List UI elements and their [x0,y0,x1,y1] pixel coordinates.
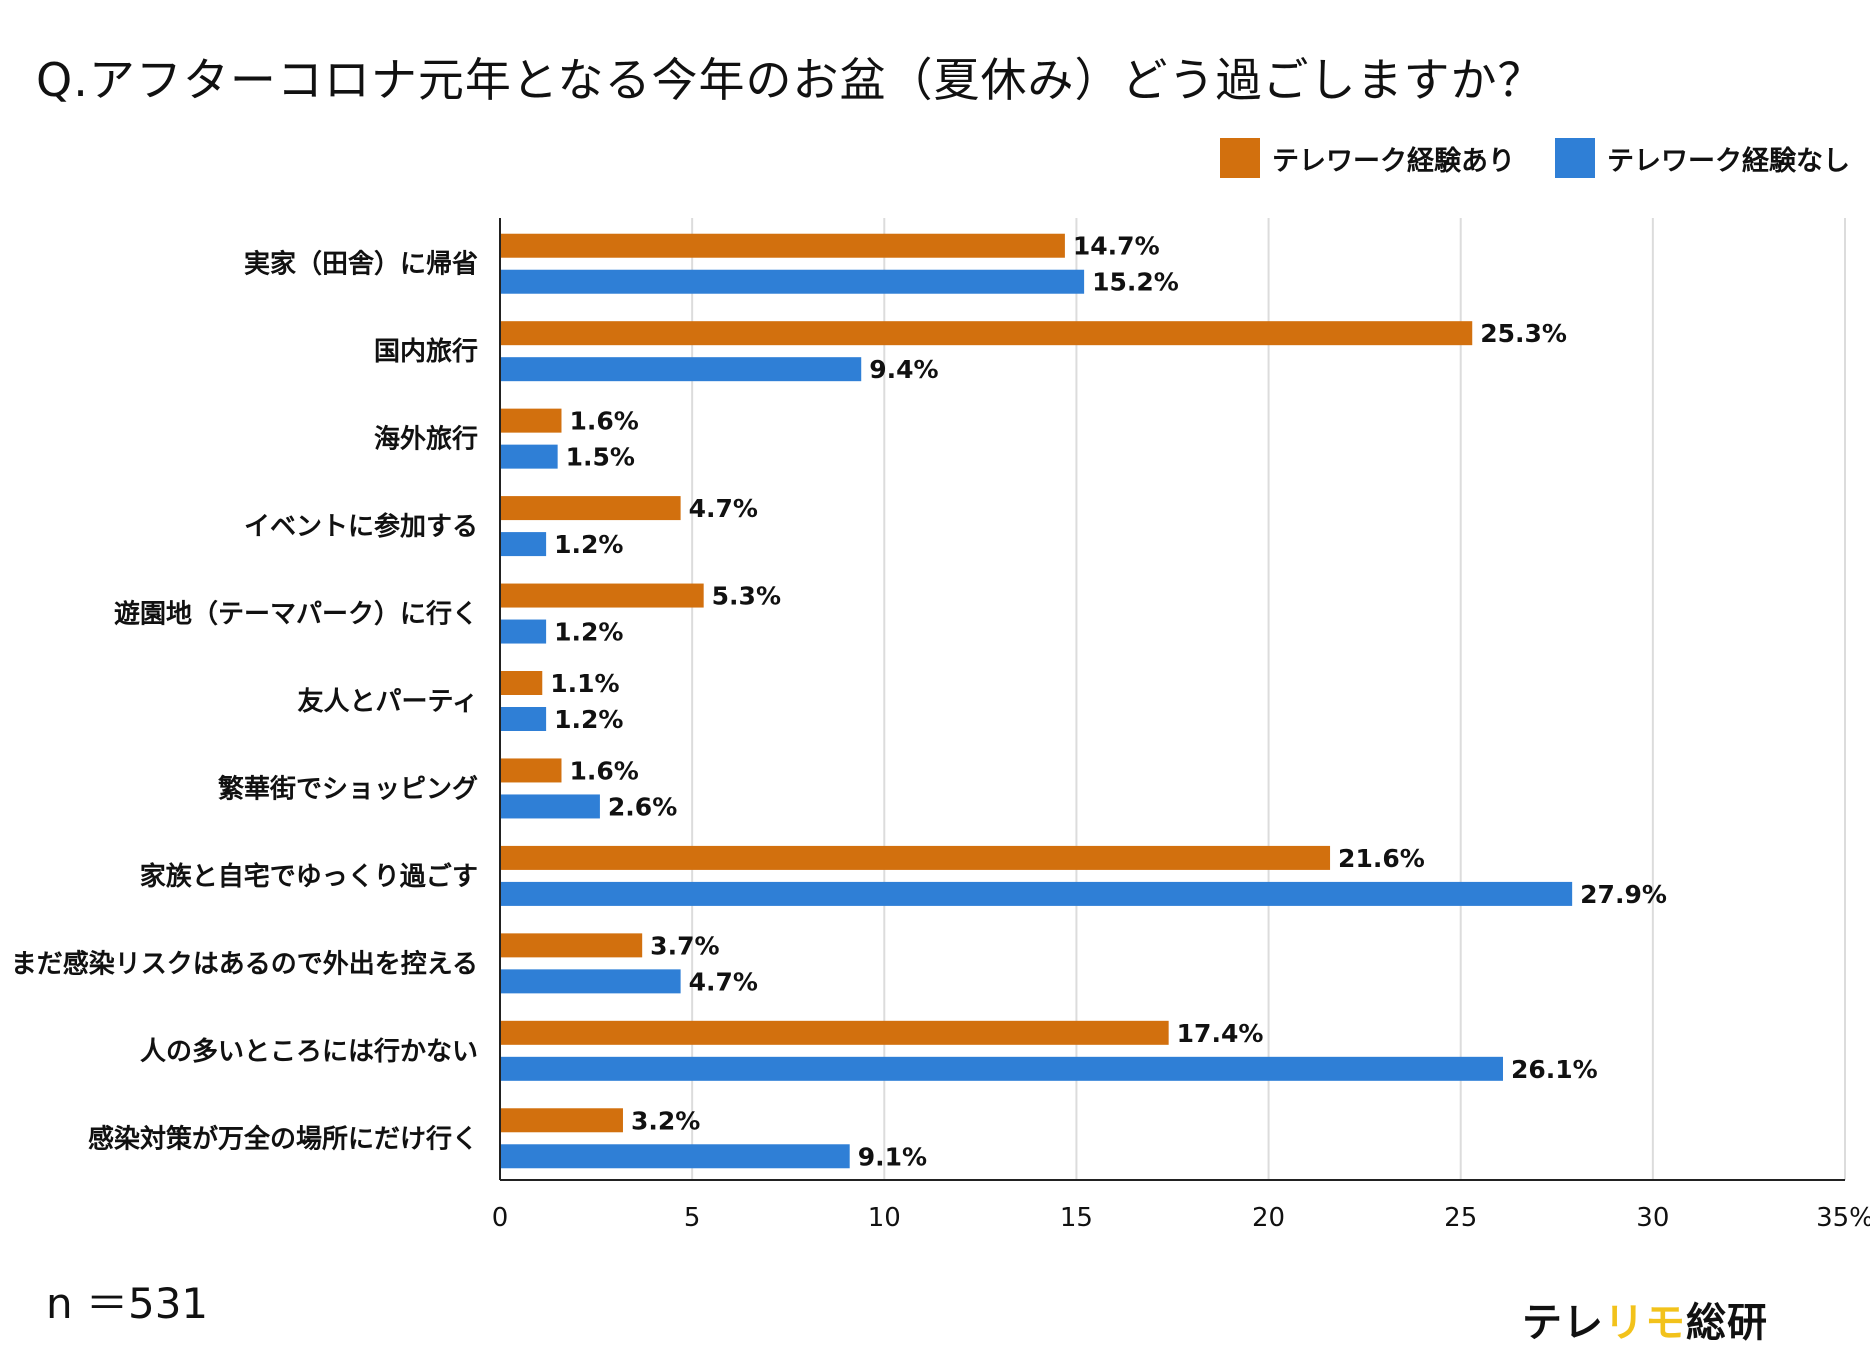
data-label: 4.7% [689,494,758,523]
data-label: 15.2% [1092,268,1179,297]
bar-without-telework [501,881,1573,906]
category-label: 感染対策が万全の場所にだけ行く [88,1123,478,1154]
sample-size: n ＝531 [46,1279,209,1328]
x-tick-label: 0 [492,1203,509,1233]
category-label: まだ感染リスクはあるので外出を控える [11,949,478,979]
x-tick-label: 20 [1252,1203,1285,1233]
category-label: 実家（田舎）に帰省 [244,249,478,280]
chart-legend: テレワーク経験あり テレワーク経験なし [1220,138,1850,178]
bars [501,233,1573,1169]
bar-with-telework [501,933,643,958]
x-tick-label: 35% [1816,1203,1870,1233]
category-label: 海外旅行 [374,424,478,455]
bar-chart: 実家（田舎）に帰省 14.7% 15.2% 国内旅行 25.3% 9.4% 海外旅行 1.6%… [11,218,1870,1233]
data-label: 14.7% [1073,232,1160,261]
x-tick-label: 30 [1636,1203,1669,1233]
data-label: 1.6% [569,756,638,785]
bar-without-telework [501,619,547,644]
data-label: 2.6% [608,792,677,821]
data-label: 21.6% [1338,844,1425,873]
bar-with-telework [501,1020,1169,1045]
x-tick-label: 25 [1444,1203,1477,1233]
category-label: 人の多いところには行かない [140,1036,478,1067]
legend-swatch-without-telework [1555,138,1595,178]
legend-label-without-telework: テレワーク経験なし [1607,145,1850,177]
chart-title: Q.アフターコロナ元年となる今年のお盆（夏休み）どう過ごしますか？ [36,53,1545,107]
category-label: 繁華街でショッピング [218,773,478,804]
bar-with-telework [501,321,1473,346]
bar-without-telework [501,357,862,382]
bar-with-telework [501,233,1065,258]
data-label: 1.2% [554,705,623,734]
bar-with-telework [501,671,543,695]
data-label: 1.2% [554,530,623,559]
x-tick-label: 15 [1060,1203,1093,1233]
legend-item-with-telework: テレワーク経験あり [1220,138,1515,178]
bar-without-telework [501,532,547,557]
data-label: 1.1% [550,669,619,698]
data-label: 3.2% [631,1106,700,1135]
bar-without-telework [501,269,1085,294]
logo-text-part2: リモ [1604,1300,1686,1346]
category-label: イベントに参加する [244,511,478,542]
category-label: 家族と自宅でゆっくり過ごす [140,861,478,892]
bar-with-telework [501,408,562,433]
bar-with-telework [501,583,704,608]
data-label: 26.1% [1511,1055,1598,1084]
category-label: 遊園地（テーマパーク）に行く [114,599,478,630]
bar-without-telework [501,444,558,469]
gridlines [691,218,1846,1180]
legend-label-with-telework: テレワーク経験あり [1272,145,1515,177]
bar-with-telework [501,496,681,521]
bar-without-telework [501,1144,850,1169]
labels: 実家（田舎）に帰省 14.7% 15.2% 国内旅行 25.3% 9.4% 海外旅行 1.6%… [11,232,1667,1172]
bar-with-telework [501,1108,623,1133]
data-label: 3.7% [650,931,719,960]
data-label: 25.3% [1480,319,1567,348]
axes: 0 5 10 15 20 25 30 35% [492,218,1870,1233]
bar-without-telework [501,794,600,819]
data-label: 1.2% [554,618,623,647]
data-label: 9.4% [869,355,938,384]
data-label: 17.4% [1177,1019,1264,1048]
data-label: 9.1% [858,1142,927,1171]
x-tick-label: 10 [868,1203,901,1233]
logo-text-part3: 総研 [1686,1300,1768,1346]
category-label: 友人とパーティ [298,687,478,717]
bar-without-telework [501,1056,1503,1081]
data-label: 1.5% [566,443,635,472]
category-label: 国内旅行 [374,336,478,367]
bar-with-telework [501,758,562,783]
data-label: 1.6% [569,407,638,436]
data-label: 27.9% [1580,880,1667,909]
legend-item-without-telework: テレワーク経験なし [1555,138,1850,178]
bar-with-telework [501,845,1331,870]
brand-logo: テレリモ総研 [1522,1290,1768,1348]
legend-swatch-with-telework [1220,138,1260,178]
data-label: 4.7% [689,967,758,996]
data-label: 5.3% [712,582,781,611]
logo-text-part1: テレ [1522,1300,1604,1346]
x-tick-label: 5 [684,1203,701,1233]
bar-without-telework [501,707,547,731]
bar-without-telework [501,969,681,994]
